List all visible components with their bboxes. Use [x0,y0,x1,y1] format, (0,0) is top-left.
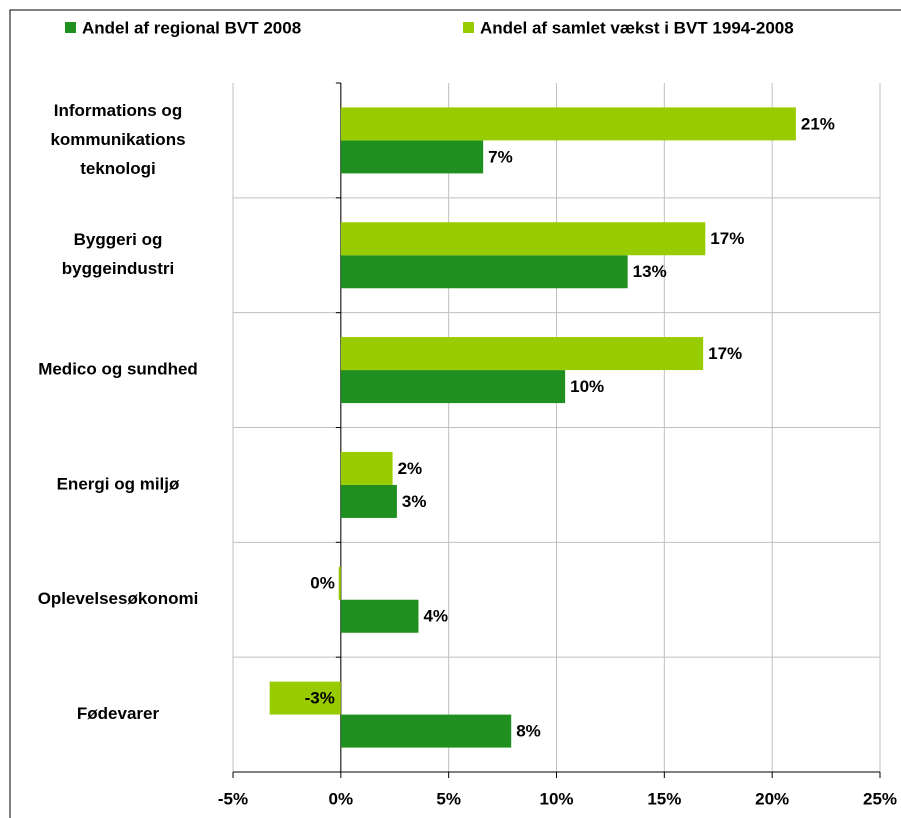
value-label: 2% [398,459,423,478]
value-label: 3% [402,492,427,511]
bar [338,566,341,600]
legend-swatch [463,22,474,33]
legend-swatch [65,22,76,33]
x-tick-label: 25% [863,789,897,808]
value-label: 21% [801,114,835,133]
bar [340,484,397,518]
category-label: Oplevelsesøkonomi [38,589,199,608]
legend-label: Andel af samlet vækst i BVT 1994-2008 [480,18,794,37]
value-label: -3% [305,689,335,708]
x-tick-label: 10% [539,789,573,808]
bar [340,451,393,485]
category-label: Informations og [54,101,182,120]
category-label: Medico og sundhed [38,360,198,379]
value-label: 17% [708,344,742,363]
bar [340,255,628,289]
x-tick-label: -5% [218,789,248,808]
bar [269,681,341,715]
bar [340,370,566,404]
x-tick-label: 20% [755,789,789,808]
category-label: teknologi [80,159,156,178]
category-label: Byggeri og [74,230,163,249]
value-label: 10% [570,377,604,396]
bar [340,222,706,256]
value-label: 4% [423,607,448,626]
bar [340,599,419,633]
value-label: 13% [633,262,667,281]
category-label: byggeindustri [62,259,174,278]
legend-label: Andel af regional BVT 2008 [82,18,301,37]
bar [340,337,704,371]
x-tick-label: 15% [647,789,681,808]
value-label: 0% [310,574,335,593]
value-label: 17% [710,229,744,248]
value-label: 8% [516,722,541,741]
bar [340,140,484,174]
value-label: 7% [488,147,513,166]
x-tick-label: 5% [436,789,461,808]
category-label: kommunikations [50,130,185,149]
x-tick-label: 0% [329,789,354,808]
bar [340,107,796,141]
category-label: Fødevarer [77,704,160,723]
category-label: Energi og miljø [57,474,180,493]
bar [340,714,512,748]
